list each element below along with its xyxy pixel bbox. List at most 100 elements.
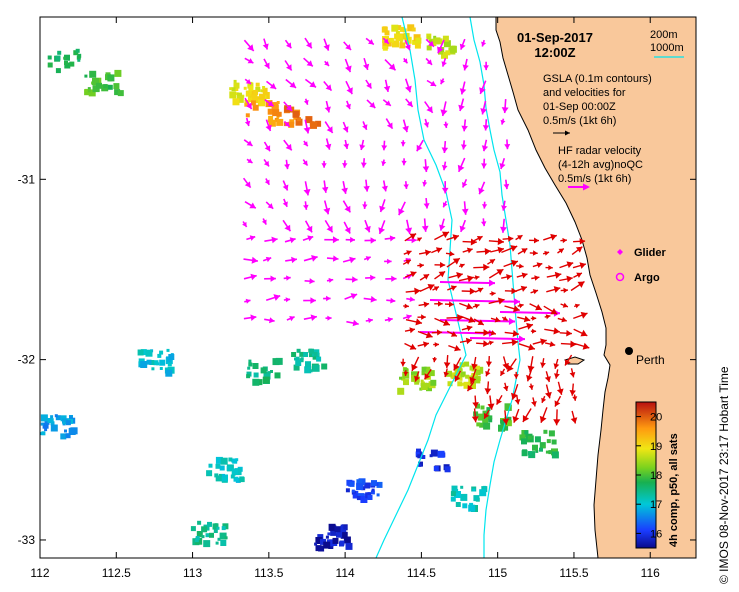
sst-pixel xyxy=(221,526,226,531)
lon-tick-label: 113.5 xyxy=(254,566,283,580)
sst-pixel xyxy=(252,363,259,369)
sst-pixel xyxy=(107,84,113,90)
sst-pixel xyxy=(437,450,445,458)
sst-pixel xyxy=(65,420,71,426)
hf-arrow xyxy=(417,262,424,269)
sst-pixel xyxy=(295,356,300,361)
gsla-arrow xyxy=(459,81,467,95)
sst-pixel xyxy=(532,444,538,451)
sst-pixel xyxy=(442,35,449,42)
sst-pixel xyxy=(41,431,46,436)
sst-pixel xyxy=(236,95,244,103)
sst-pixel xyxy=(477,413,485,421)
gsla-arrow xyxy=(263,58,271,69)
sst-pixel xyxy=(77,58,81,62)
sst-pixel xyxy=(465,374,470,379)
gsla-arrow xyxy=(282,198,288,208)
lat-tick-label: -31 xyxy=(18,172,36,186)
hf-arrow xyxy=(572,262,587,269)
sst-pixel xyxy=(451,374,457,380)
sst-pixel xyxy=(404,37,408,41)
gsla-arrow xyxy=(343,41,352,51)
hf-arrow xyxy=(453,357,462,371)
gsla-arrow xyxy=(424,101,434,114)
sst-pixel xyxy=(47,418,53,423)
gsla-arrow xyxy=(482,119,490,131)
sst-pixel xyxy=(87,87,91,91)
sst-pixel xyxy=(230,474,235,479)
sst-pixel xyxy=(326,539,334,547)
hf-arrow xyxy=(487,395,495,410)
sst-pixel xyxy=(117,90,124,97)
sst-pixel xyxy=(55,415,61,421)
hf-arrow xyxy=(476,248,491,255)
gsla-arrow xyxy=(303,255,318,262)
gsla-arrow xyxy=(500,118,506,125)
hf-arrow xyxy=(462,238,477,246)
hf-arrow xyxy=(403,250,412,256)
sst-pixel xyxy=(382,45,388,51)
sst-pixel xyxy=(44,419,50,425)
sst-pixel xyxy=(367,495,373,500)
colorbar-tick-label: 16 xyxy=(650,528,662,540)
gsla-arrow xyxy=(459,219,467,233)
sst-pixel xyxy=(297,117,301,122)
sst-pixel xyxy=(203,540,211,548)
sst-pixel xyxy=(107,74,115,82)
gsla-arrow xyxy=(441,58,447,67)
hf-arrow xyxy=(544,327,561,335)
sst-pixel xyxy=(441,452,445,456)
sst-pixel xyxy=(387,42,392,47)
sst-pixel xyxy=(252,378,260,386)
sst-pixel xyxy=(551,451,559,459)
sst-pixel xyxy=(208,463,213,468)
sst-pixel xyxy=(276,101,280,104)
hf-arrow xyxy=(474,329,490,337)
sst-pixel xyxy=(268,119,276,127)
hf-legend-line1: HF radar velocity xyxy=(558,145,642,157)
gsla-arrow xyxy=(365,79,373,89)
hf-arrow xyxy=(490,246,505,254)
sst-pixel xyxy=(455,373,463,381)
gsla-arrow xyxy=(363,256,371,262)
hf-arrow xyxy=(503,382,509,392)
sst-pixel xyxy=(328,523,336,531)
sst-pixel xyxy=(447,381,453,387)
sst-pixel xyxy=(328,544,333,549)
sst-pixel xyxy=(167,362,172,367)
hf-arrow xyxy=(434,317,451,326)
sst-pixel xyxy=(140,361,148,368)
hf-arrow xyxy=(545,265,553,271)
gsla-arrow xyxy=(481,39,487,47)
sst-pixel xyxy=(340,524,344,528)
sst-pixel xyxy=(44,428,48,432)
sst-pixel xyxy=(519,434,526,441)
sst-pixel xyxy=(64,61,68,65)
sst-pixel xyxy=(40,414,48,422)
sst-pixel xyxy=(215,456,223,464)
sst-pixel xyxy=(462,503,468,509)
sst-pixel xyxy=(62,421,66,425)
sst-pixel xyxy=(213,529,218,533)
sst-pixel xyxy=(246,374,251,379)
hf-arrow xyxy=(444,301,454,308)
gsla-arrow xyxy=(385,118,394,130)
sst-pixel xyxy=(349,481,355,487)
gsla-arrow xyxy=(402,57,409,64)
gsla-legend-line1: GSLA (0.1m contours) xyxy=(543,73,652,85)
gsla-arrow xyxy=(457,157,466,173)
colorbar-tick-label: 19 xyxy=(650,441,662,453)
gsla-velocity-arrows xyxy=(242,37,561,343)
hf-arrow xyxy=(573,311,588,320)
hf-arrow xyxy=(517,303,524,309)
gsla-arrow xyxy=(503,179,510,190)
hf-arrow xyxy=(528,383,534,390)
gsla-arrow xyxy=(501,99,509,114)
hf-arrow xyxy=(431,329,443,336)
gsla-arrow xyxy=(398,201,406,216)
sst-pixel xyxy=(545,450,549,454)
gsla-arrow xyxy=(303,181,311,196)
gsla-arrow xyxy=(324,121,334,134)
gsla-arrow xyxy=(483,61,489,71)
gsla-legend-line2: and velocities for xyxy=(543,87,626,99)
